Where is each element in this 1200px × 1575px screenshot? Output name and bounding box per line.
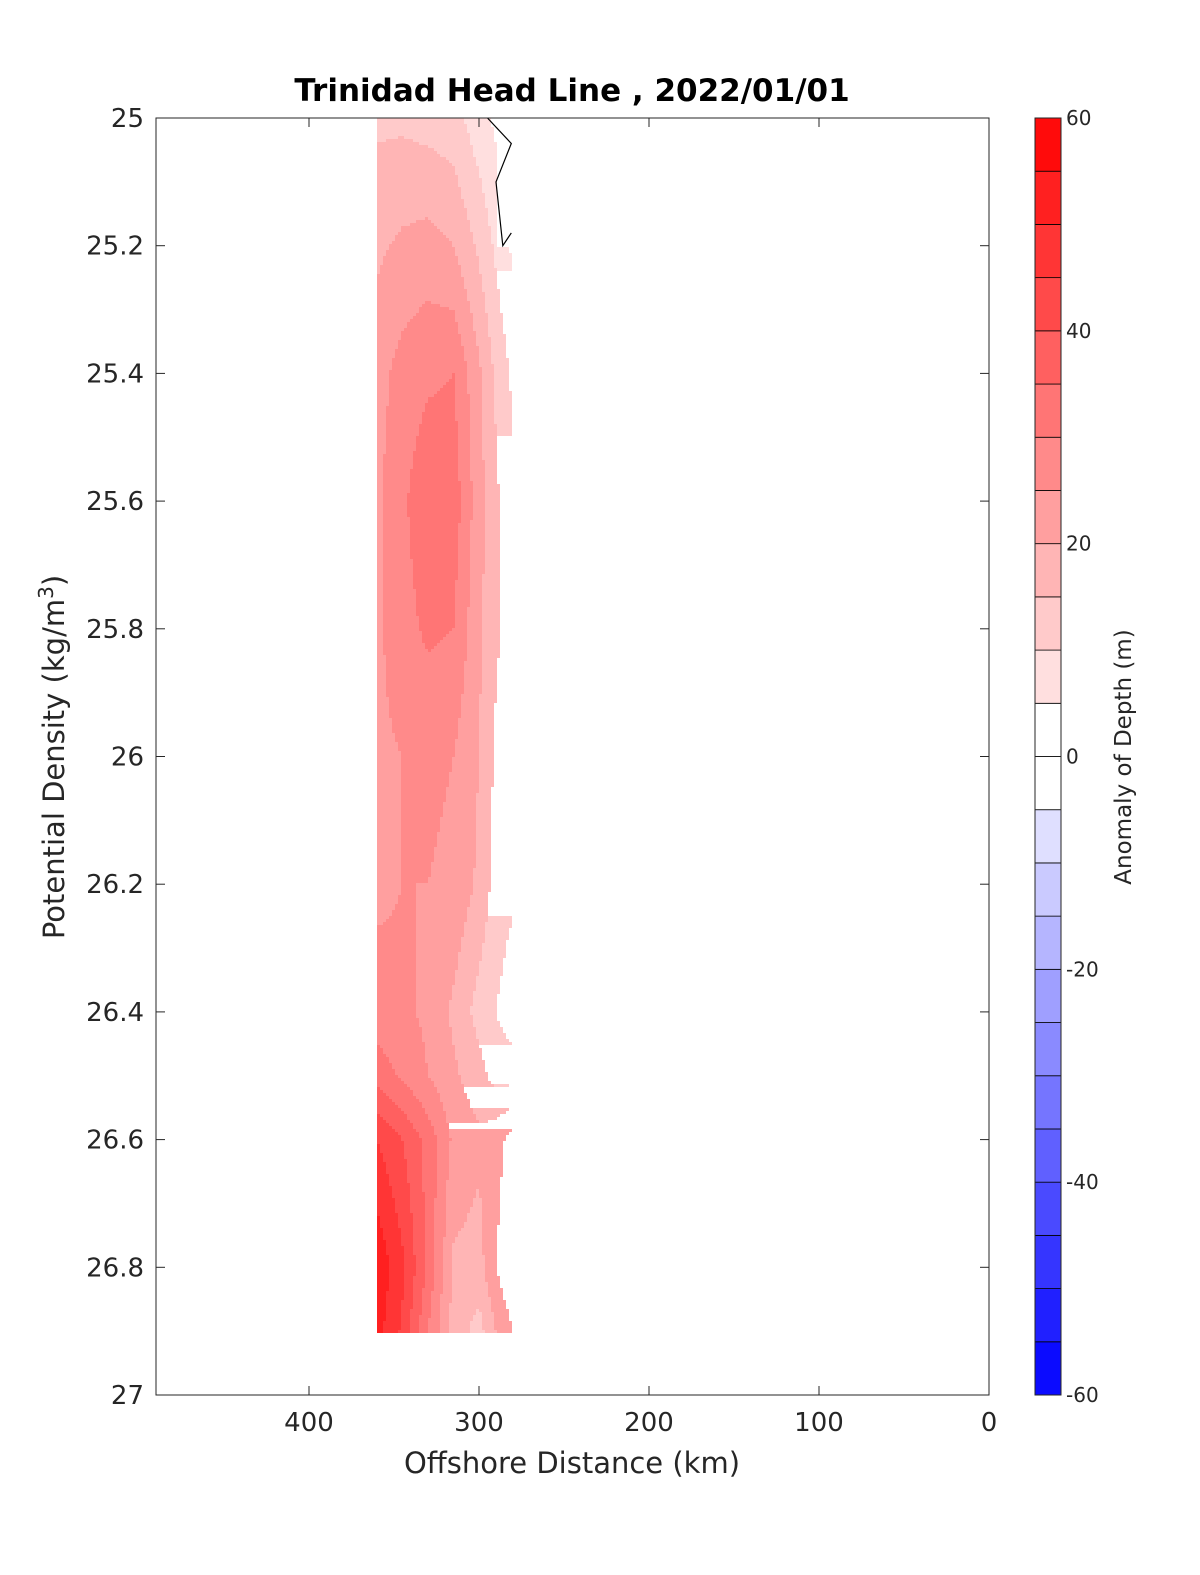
x-tick-label: 400 [284, 1408, 334, 1438]
x-axis-label: Offshore Distance (km) [404, 1446, 740, 1480]
zero-contour-line [487, 117, 512, 248]
colorbar-segment [1034, 224, 1062, 279]
colorbar-segment [1034, 649, 1062, 704]
y-axis-label: Potential Density (kg/m3) [34, 575, 71, 939]
y-axis-label-close: ) [37, 575, 71, 586]
colorbar-tick-label: -40 [1066, 1170, 1099, 1194]
colorbar-segment [1034, 915, 1062, 970]
colorbar-segment [1034, 1234, 1062, 1289]
colorbar-label: Anomaly of Depth (m) [1111, 629, 1137, 884]
colorbar-segment [1034, 968, 1062, 1023]
y-tick-label: 27 [111, 1381, 144, 1411]
y-tick-label: 26.2 [86, 870, 144, 900]
y-tick-label: 25.2 [86, 232, 144, 262]
colorbar-segment [1034, 702, 1062, 757]
y-tick-label: 26.8 [86, 1253, 144, 1283]
y-tick-label: 26.4 [86, 998, 144, 1028]
x-tick-label: 300 [454, 1408, 504, 1438]
colorbar-tick-label: 40 [1066, 319, 1091, 343]
colorbar-segment [1034, 1288, 1062, 1343]
colorbar-tick-label: -60 [1066, 1383, 1099, 1407]
colorbar-tick-label: 20 [1066, 532, 1091, 556]
colorbar-segment [1034, 1181, 1062, 1236]
colorbar-segment [1034, 1022, 1062, 1077]
colorbar-tick-label: 60 [1066, 106, 1091, 130]
colorbar-segment [1034, 436, 1062, 491]
x-tick-label: 200 [624, 1408, 674, 1438]
colorbar-segment [1034, 277, 1062, 332]
colorbar-tick-label: 0 [1066, 745, 1079, 769]
x-tick-label: 0 [981, 1408, 998, 1438]
plot-area: 400 300 200 100 0 25 25.2 25.4 25.6 25.8 26 26.2 26.… [86, 104, 997, 1438]
colorbar-frame [1034, 117, 1062, 1396]
y-tick-label: 25.4 [86, 359, 144, 389]
y-tick-label: 26.6 [86, 1126, 144, 1156]
colorbar-segment [1034, 596, 1062, 651]
y-tick-label: 26 [111, 743, 144, 773]
colorbar-segment [1034, 543, 1062, 598]
colorbar-segment [1034, 117, 1062, 172]
chart-title: Trinidad Head Line , 2022/01/01 [294, 73, 849, 109]
y-tick-label: 25.6 [86, 487, 144, 517]
colorbar-segment [1034, 330, 1062, 385]
colorbar-tick-label: -20 [1066, 957, 1099, 981]
anomaly-field [377, 118, 512, 1333]
colorbar-segment [1034, 756, 1062, 811]
y-axis-label-main: Potential Density (kg/m [37, 599, 71, 939]
x-tick-label: 100 [794, 1408, 844, 1438]
y-axis-label-superscript: 3 [34, 586, 58, 599]
colorbar-segment [1034, 1075, 1062, 1130]
colorbar-segment [1034, 862, 1062, 917]
y-tick-label: 25 [111, 104, 144, 134]
colorbar-segment [1034, 809, 1062, 864]
plot-background [156, 118, 989, 1395]
colorbar-segment [1034, 1128, 1062, 1183]
colorbar: 60 40 20 0 -20 -40 -60 [1034, 106, 1099, 1407]
y-tick-label: 25.8 [86, 615, 144, 645]
colorbar-segment [1034, 383, 1062, 438]
colorbar-segment [1034, 1341, 1062, 1396]
colorbar-segment [1034, 490, 1062, 545]
colorbar-segment [1034, 170, 1062, 225]
